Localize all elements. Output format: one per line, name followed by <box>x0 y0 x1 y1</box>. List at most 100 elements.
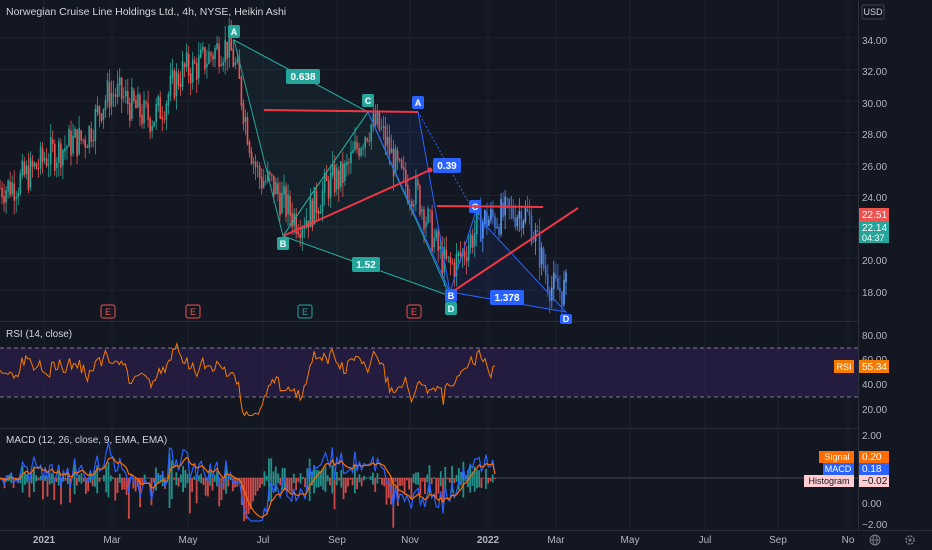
candle <box>258 162 261 190</box>
trend-line-rising[interactable] <box>454 207 579 291</box>
candle <box>252 157 255 175</box>
macd-histogram-bar <box>274 466 277 492</box>
candle <box>200 43 202 59</box>
candle <box>352 141 354 154</box>
histogram-label-tag <box>804 475 854 487</box>
candle <box>189 67 192 96</box>
candle <box>256 160 259 178</box>
macd-histogram-bar <box>288 478 291 491</box>
macd-histogram-bar <box>51 473 53 484</box>
earnings-marker[interactable] <box>100 304 116 319</box>
candle <box>222 57 224 72</box>
macd-histogram-bar <box>322 468 325 490</box>
candle-body <box>374 113 377 126</box>
macd-histogram-bar <box>279 478 282 486</box>
candle-body <box>23 161 26 176</box>
candle-body <box>297 231 300 235</box>
candle-body <box>548 290 551 302</box>
pattern1-ratio-badge <box>352 257 380 272</box>
currency-button[interactable] <box>861 4 885 20</box>
macd-histogram-bar <box>143 474 146 483</box>
candle-body <box>262 181 265 188</box>
candle-body <box>173 70 176 99</box>
candle <box>41 142 44 174</box>
candle <box>528 199 531 225</box>
candle-body <box>384 126 387 147</box>
candle-body <box>435 230 437 239</box>
candle <box>163 111 166 124</box>
macd-axis[interactable]: 2.00 0.00 −2.00 <box>862 431 888 531</box>
settings-gear-icon[interactable] <box>905 535 915 545</box>
candle-body <box>238 59 241 79</box>
candle <box>321 180 324 222</box>
macd-histogram-bar <box>139 478 142 508</box>
candle <box>80 129 82 145</box>
candle <box>311 197 314 232</box>
candle-body <box>135 99 137 109</box>
candle-body <box>287 194 289 214</box>
trend-line-handle[interactable] <box>427 167 433 173</box>
candle <box>218 36 220 74</box>
earnings-marker[interactable] <box>406 304 422 319</box>
candle <box>104 95 107 118</box>
trend-line-upper[interactable] <box>436 205 544 208</box>
candle-body <box>17 193 20 198</box>
trend-line-support[interactable] <box>282 169 431 237</box>
candle-body <box>273 175 275 197</box>
macd-histogram-bar <box>35 475 38 482</box>
candle <box>309 188 312 228</box>
earnings-marker[interactable] <box>185 304 201 319</box>
trend-lines[interactable] <box>263 109 579 291</box>
candle <box>275 177 277 195</box>
candle-body <box>437 231 439 252</box>
macd-histogram-bar <box>403 478 406 494</box>
macd-histogram-bar <box>118 473 121 483</box>
candle-body <box>553 272 555 289</box>
macd-histogram-bar <box>134 478 137 492</box>
candle-body <box>149 118 151 133</box>
macd-histogram-bar <box>473 466 476 492</box>
candle-body <box>214 48 216 60</box>
macd-histogram-bar <box>419 478 422 496</box>
harmonic-pattern-2[interactable]: 0.39 1.378 A B C D <box>367 96 572 324</box>
candle <box>327 175 330 207</box>
candle <box>526 195 529 213</box>
candle <box>47 153 50 178</box>
candle <box>392 139 395 191</box>
candle <box>214 44 216 68</box>
harmonic-pattern-1[interactable]: 0.638 1.52 A B C D <box>228 25 457 315</box>
macd-histogram-bar <box>193 476 196 480</box>
trend-line-resistance[interactable] <box>263 109 419 113</box>
candle-body <box>360 148 362 156</box>
pattern1-point-c: C <box>365 96 372 106</box>
candle <box>254 154 257 181</box>
candle <box>149 115 151 140</box>
candle <box>175 63 178 110</box>
time-axis[interactable]: 2021 Mar May Jul Sep Nov 2022 Mar May Ju… <box>33 535 855 546</box>
macd-histogram-bar <box>256 478 259 492</box>
price-axis[interactable]: 34.00 32.00 30.00 28.00 26.00 24.00 20.0… <box>862 36 887 299</box>
macd-label: MACD <box>825 464 852 474</box>
globe-icon[interactable] <box>869 534 881 546</box>
macd-histogram-bar <box>277 473 279 484</box>
macd-histogram-bar <box>453 478 456 484</box>
candle-body <box>15 196 18 199</box>
macd-histogram-bar <box>272 471 275 486</box>
candle-body <box>260 176 263 189</box>
candle <box>250 147 253 166</box>
candle-body <box>518 210 521 219</box>
candle <box>45 147 48 168</box>
candle-body <box>331 163 334 176</box>
candle-body <box>285 186 287 217</box>
candle <box>131 77 133 122</box>
candle <box>437 225 439 263</box>
candle-body <box>317 210 320 214</box>
rsi-title: RSI (14, close) <box>6 329 72 340</box>
candle-body <box>459 252 462 257</box>
candle-body <box>145 102 147 104</box>
earnings-marker[interactable] <box>297 304 313 319</box>
candle <box>295 207 297 239</box>
candle-body <box>565 272 567 283</box>
candle <box>329 164 332 208</box>
